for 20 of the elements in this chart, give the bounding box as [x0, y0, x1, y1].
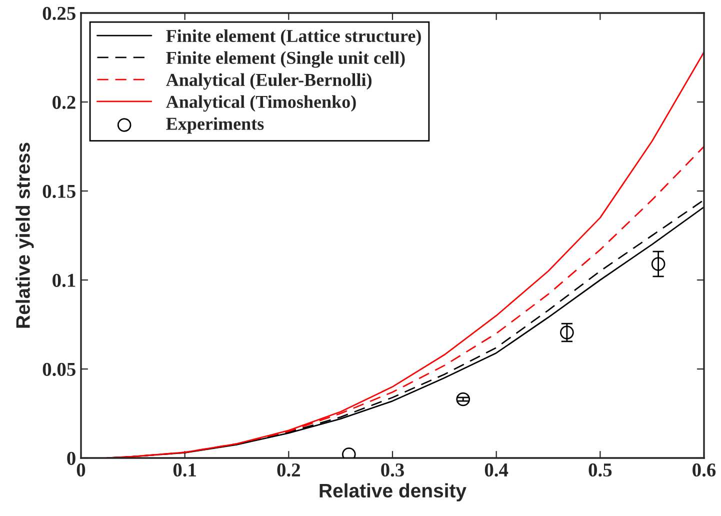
y-tick-label: 0.15	[42, 184, 76, 198]
legend-label: Analytical (Timoshenko)	[166, 95, 356, 112]
x-tick-label: 0.4	[484, 463, 508, 477]
legend-label: Analytical (Euler-Bernolli)	[166, 73, 372, 90]
y-tick-label: 0.25	[42, 6, 76, 20]
x-tick-label: 0.1	[173, 463, 196, 477]
x-tick-label: 0.3	[381, 463, 404, 477]
y-tick-label: 0.2	[52, 96, 76, 110]
x-tick-label: 0.5	[588, 463, 612, 477]
x-axis-title: Relative density	[320, 483, 466, 502]
y-axis-title: Relative yield stress	[16, 142, 34, 328]
legend-label: Experiments	[166, 117, 264, 134]
legend-label: Finite element (Lattice structure)	[166, 29, 421, 46]
x-tick-label: 0	[76, 463, 86, 477]
y-tick-label: 0.1	[52, 274, 76, 288]
x-tick-label: 0.6	[692, 463, 716, 477]
legend-label: Finite element (Single unit cell)	[166, 51, 405, 68]
y-tick-label: 0	[67, 452, 76, 465]
y-tick-label: 0.05	[42, 362, 76, 376]
x-tick-label: 0.2	[277, 463, 300, 477]
